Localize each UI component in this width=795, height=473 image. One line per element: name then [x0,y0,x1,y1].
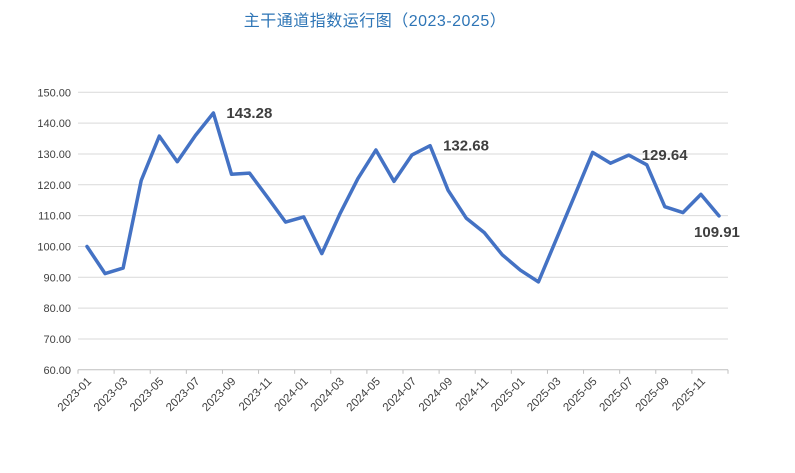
y-axis-label: 80.00 [43,303,71,315]
x-axis-label: 2023-01 [56,376,94,414]
y-axis-label: 110.00 [38,211,71,223]
data-annotation: 109.91 [694,224,740,241]
x-axis-label: 2024-07 [381,376,419,414]
y-axis-label: 120.00 [37,180,71,192]
y-axis-label: 140.00 [37,118,71,130]
annotations-group: 143.28 132.68 129.64 109.91 [226,105,740,241]
x-axis-label: 2025-03 [525,376,563,414]
series-group [85,111,721,284]
x-axis-label: 2024-05 [345,376,383,414]
data-annotation: 132.68 [443,138,489,155]
x-axis-label: 2025-09 [634,376,672,414]
x-axis-label: 2023-09 [200,376,238,414]
x-axis-label: 2024-11 [454,376,492,414]
data-annotation: 129.64 [642,147,689,164]
x-axis-label: 2023-07 [164,376,202,414]
y-axis-label: 70.00 [43,334,71,346]
data-annotation: 143.28 [226,105,272,122]
index-series-line [85,111,721,284]
y-axis-label: 60.00 [43,365,71,377]
x-axis-label: 2025-07 [597,376,635,414]
y-axis-label: 150.00 [37,87,71,99]
chart-title: 主干通道指数运行图（2023-2025） [244,12,507,30]
x-axis-label: 2025-05 [561,376,599,414]
y-axis-label: 100.00 [37,241,71,253]
x-axis-label: 2024-01 [272,376,310,414]
y-axis-label: 130.00 [37,149,71,161]
x-axis-label: 2023-11 [237,376,275,414]
y-axis-labels-group: 150.00 140.00 130.00 120.00 110.00 100.00 90.0… [37,87,71,377]
y-axis-label: 90.00 [43,272,71,284]
x-axis-label: 2024-09 [417,376,455,414]
x-axis-group [77,369,729,374]
x-axis-label: 2023-05 [128,376,166,414]
x-axis-label: 2023-03 [92,376,130,414]
x-axis-label: 2025-01 [489,376,527,414]
x-axis-label: 2025-11 [670,376,708,414]
x-axis-labels-group: 2023-012023-032023-052023-072023-092023-… [56,376,708,414]
gridlines-group [78,91,728,340]
x-axis-label: 2024-03 [309,376,347,414]
